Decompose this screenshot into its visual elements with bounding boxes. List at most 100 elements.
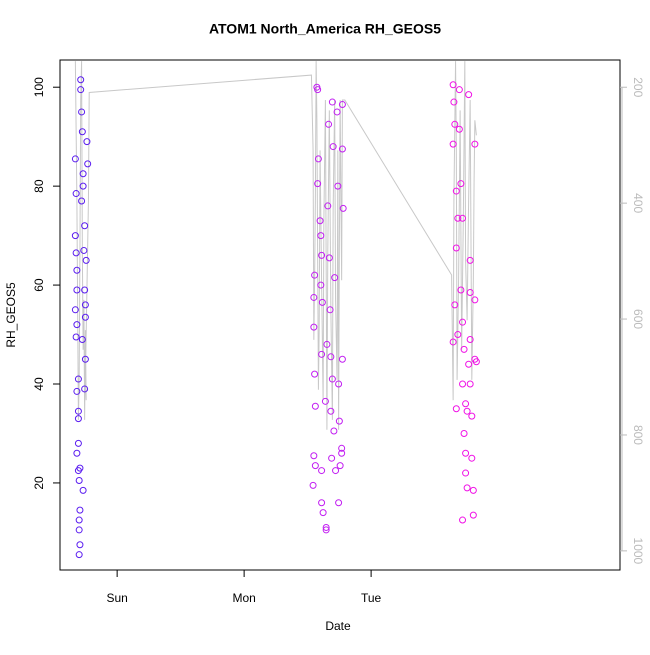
y-tick-label: 20 [32, 476, 46, 490]
point [81, 301, 89, 309]
point [463, 407, 471, 415]
point [84, 160, 92, 168]
point [328, 98, 336, 106]
point [318, 467, 326, 475]
y-tick-label: 80 [32, 179, 46, 193]
point [80, 246, 88, 254]
point [468, 412, 476, 420]
point [79, 182, 87, 190]
point [338, 355, 346, 363]
point [336, 462, 344, 470]
point [78, 108, 86, 116]
point [454, 331, 462, 339]
point [329, 143, 337, 151]
point [311, 271, 319, 279]
point [331, 274, 339, 282]
point [76, 506, 84, 514]
point [74, 407, 82, 415]
point [459, 380, 467, 388]
point [471, 296, 479, 304]
point [455, 125, 463, 133]
point [471, 140, 479, 148]
point [318, 251, 326, 259]
point [71, 306, 79, 314]
point [449, 140, 457, 148]
point [451, 301, 459, 309]
point [75, 476, 83, 484]
point [310, 323, 318, 331]
point [81, 222, 89, 230]
point [81, 313, 89, 321]
y2-tick-label: 200 [631, 77, 645, 97]
point [325, 254, 333, 262]
y2-tick-label: 400 [631, 193, 645, 213]
point [73, 286, 81, 294]
point [462, 469, 470, 477]
point [316, 217, 324, 225]
point [330, 427, 338, 435]
point [74, 375, 82, 383]
x-tick-label: Tue [361, 591, 382, 605]
point [71, 232, 79, 240]
point [321, 397, 329, 405]
point [79, 486, 87, 494]
point [328, 375, 336, 383]
x-axis-label: Date [325, 619, 351, 633]
point [339, 204, 347, 212]
point [463, 484, 471, 492]
point [466, 256, 474, 264]
point [327, 353, 335, 361]
point [317, 281, 325, 289]
point [452, 187, 460, 195]
point [328, 454, 336, 462]
point [465, 360, 473, 368]
point [338, 101, 346, 109]
point [318, 350, 326, 358]
point [314, 180, 322, 188]
point [76, 541, 84, 549]
point [462, 449, 470, 457]
point [455, 86, 463, 94]
point [309, 481, 317, 489]
point [325, 120, 333, 128]
point [449, 338, 457, 346]
point [311, 462, 319, 470]
point [334, 182, 342, 190]
point [457, 180, 465, 188]
point [74, 439, 82, 447]
point [338, 449, 346, 457]
y-tick-label: 40 [32, 377, 46, 391]
point [74, 467, 82, 475]
point [468, 454, 476, 462]
point [74, 415, 82, 423]
point [469, 486, 477, 494]
point [79, 170, 87, 178]
y-tick-label: 60 [32, 278, 46, 292]
point [81, 355, 89, 363]
point [460, 429, 468, 437]
point [459, 214, 467, 222]
point [83, 138, 91, 146]
x-tick-label: Mon [232, 591, 255, 605]
point [75, 526, 83, 534]
point [452, 405, 460, 413]
point [72, 249, 80, 257]
point [73, 321, 81, 329]
plot-box [59, 59, 621, 571]
y2-tick-label: 800 [631, 425, 645, 445]
point [310, 293, 318, 301]
point [322, 523, 330, 531]
point [335, 380, 343, 388]
point [457, 286, 465, 294]
point [459, 516, 467, 524]
point [450, 98, 458, 106]
point [73, 449, 81, 457]
point [75, 551, 83, 559]
point [73, 266, 81, 274]
point [459, 318, 467, 326]
point [333, 108, 341, 116]
point [78, 335, 86, 343]
point [77, 86, 85, 94]
point [73, 387, 81, 395]
